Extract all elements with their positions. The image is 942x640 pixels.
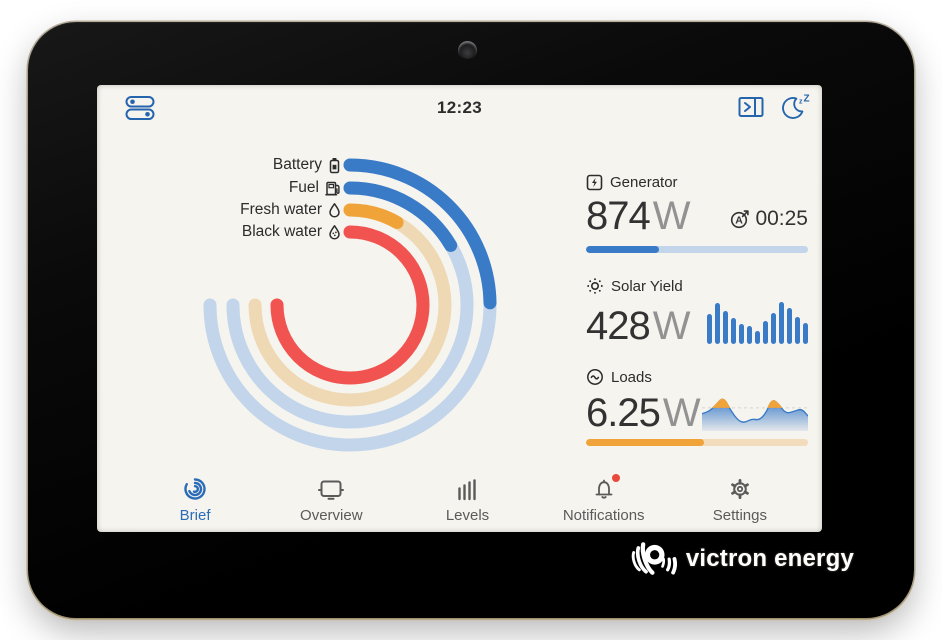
card-label: Solar Yield (611, 277, 683, 295)
remote-console-button[interactable] (738, 96, 764, 118)
stats-column: Generator 874W A (586, 173, 808, 470)
bottom-nav: Brief Overview (97, 474, 822, 532)
gx-touch-device: 12:23 z (28, 22, 914, 618)
nav-label: Notifications (562, 507, 645, 524)
nav-item-overview[interactable]: Overview (263, 474, 399, 528)
toggles-icon (125, 96, 155, 120)
nav-label: Levels (445, 507, 490, 524)
loads-value: 6.25W (586, 391, 701, 435)
display-sleep-button[interactable]: z Z (780, 94, 810, 120)
ring-label-text: Fresh water (240, 201, 322, 218)
clock: 12:23 (437, 98, 482, 117)
moon-sleep-icon: z Z (782, 94, 810, 119)
nav-item-levels[interactable]: Levels (399, 474, 535, 528)
card-label: Generator (610, 173, 678, 191)
battery-icon (329, 157, 340, 173)
auto-run-icon: A (731, 210, 750, 229)
nav-label: Brief (179, 507, 211, 524)
nav-item-notifications[interactable]: Notifications (536, 474, 672, 528)
enter-screen-icon (738, 97, 764, 117)
black-water-drop-icon (329, 225, 340, 240)
quick-settings-button[interactable] (125, 94, 155, 122)
loads-area-chart (702, 398, 808, 431)
levels-icon (458, 479, 477, 501)
bell-icon (595, 479, 613, 499)
svg-text:Z: Z (804, 94, 810, 105)
ring-label-text: Fuel (288, 179, 319, 196)
generator-runtime: A 00:25 (729, 207, 808, 234)
notification-badge (611, 474, 620, 482)
ring-label-text: Battery (272, 156, 322, 173)
card-label: Loads (611, 368, 652, 386)
victron-logo-mark (631, 542, 677, 575)
generator-icon (586, 174, 603, 190)
ring-label-text: Black water (241, 223, 322, 240)
nav-item-brief[interactable]: Brief (127, 474, 263, 528)
nav-item-settings[interactable]: Settings (672, 474, 808, 528)
solar-value: 428W (586, 304, 691, 348)
loads-progress-bar (586, 439, 808, 446)
screen: 12:23 z (97, 85, 822, 532)
brand-text: victron energy (685, 545, 854, 572)
brief-rings-icon (184, 478, 206, 500)
nav-label: Overview (300, 507, 363, 524)
gear-icon (731, 479, 749, 500)
svg-text:z: z (799, 99, 803, 106)
nav-label: Settings (712, 507, 767, 524)
ring-label-black-water: Black water (97, 221, 341, 243)
loads-card: Loads 6.25W (586, 368, 808, 446)
solar-yield-bar-chart (707, 302, 808, 344)
overview-icon (318, 480, 345, 500)
ring-label-battery: Battery (97, 154, 341, 176)
camera-lens (458, 41, 477, 60)
ring-label-fresh-water: Fresh water (97, 199, 341, 221)
ring-gauge-chart (203, 158, 497, 452)
sun-icon (587, 278, 603, 294)
generator-value: 874W (586, 194, 691, 238)
ac-loads-icon (587, 369, 603, 385)
solar-card: Solar Yield 428W (586, 277, 808, 348)
water-drop-icon (329, 203, 340, 218)
generator-progress-bar (586, 246, 808, 253)
generator-card: Generator 874W A (586, 173, 808, 253)
brand-lockup: victron energy (625, 532, 854, 586)
svg-text:A: A (736, 215, 744, 227)
ring-label-fuel: Fuel (97, 177, 341, 199)
fuel-pump-icon (325, 181, 340, 196)
top-bar: 12:23 z (97, 85, 822, 129)
